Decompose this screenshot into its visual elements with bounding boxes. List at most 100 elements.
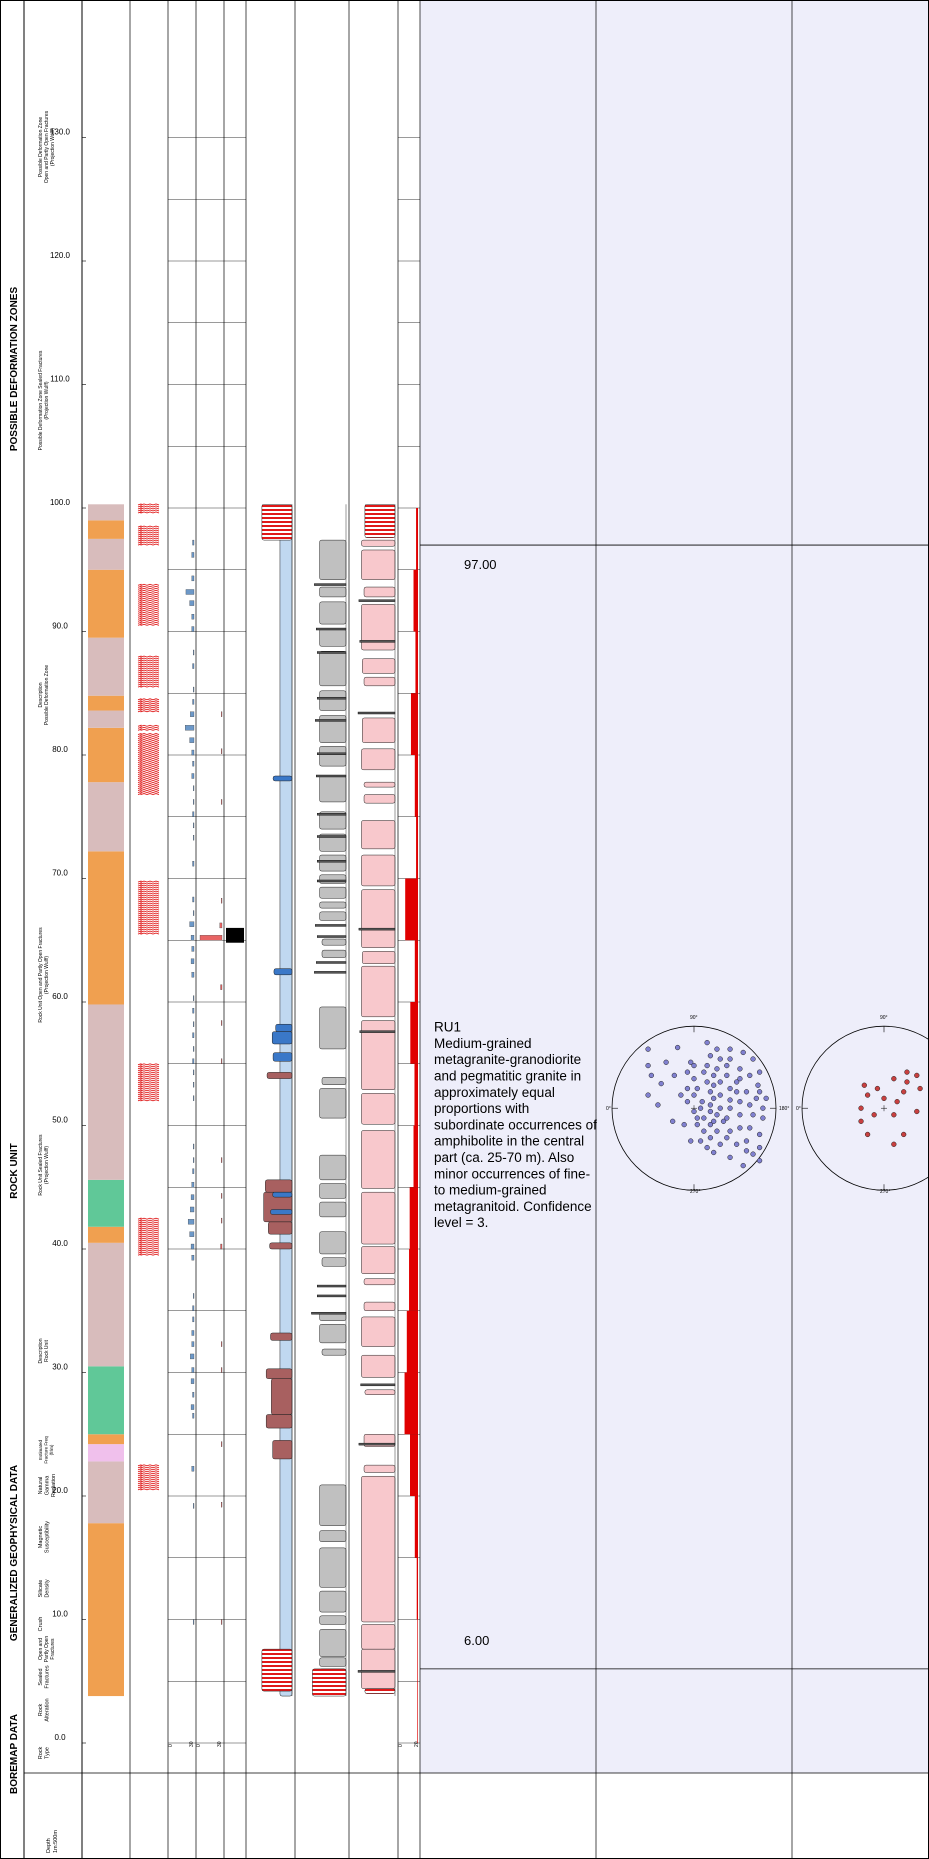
sealed-fracture-bar xyxy=(193,1293,195,1299)
sealed-fracture-bar xyxy=(189,1231,195,1237)
sealed-fracture-bar xyxy=(191,1254,195,1261)
alteration-interval xyxy=(137,1217,160,1256)
magnetic-spike xyxy=(316,961,347,964)
magnetic-block xyxy=(319,1484,347,1526)
stereonet-pole xyxy=(747,1102,753,1108)
sealed-fracture-bar xyxy=(193,1069,195,1076)
stereonet-pole xyxy=(901,1131,907,1138)
silicate-density-header: Silicate xyxy=(38,1580,44,1598)
alteration-hatch xyxy=(137,698,160,713)
rock-unit-description-line: level = 3. xyxy=(434,1215,488,1230)
rock-unit-sealed-stereonet-header: Rock Unit Sealed Fractures xyxy=(38,1134,44,1196)
stereonet-label-n: 0° xyxy=(796,1106,801,1112)
magnetic-block xyxy=(321,1257,347,1267)
stereonet-pole xyxy=(864,1131,871,1138)
silicate-density-block xyxy=(272,1440,293,1460)
stereonet-pole xyxy=(737,1099,743,1105)
fracture-frequency-bar xyxy=(416,816,418,879)
magnetic-block xyxy=(319,901,347,909)
sealed-fracture-bar xyxy=(192,896,195,903)
sealed-fracture-bar xyxy=(190,1206,195,1213)
stereonet-pole xyxy=(914,1072,920,1079)
stereonet-pole xyxy=(756,1089,763,1095)
sealed-fracture-bar xyxy=(192,699,195,705)
magnetic-block xyxy=(319,775,347,803)
sealed-fracture-bar xyxy=(192,760,195,767)
magnetic-spike xyxy=(317,752,347,755)
rock-type-interval xyxy=(88,1004,124,1180)
sealed-fracture-bar xyxy=(193,1021,195,1027)
magnetic-spike xyxy=(317,835,347,838)
stereonet-pole xyxy=(711,1149,717,1156)
open-fracture-bar xyxy=(221,1020,223,1026)
stereonet-pole xyxy=(717,1105,723,1111)
gamma-block xyxy=(361,604,396,651)
geophysical-data-panel xyxy=(261,137,420,1744)
alteration-interval xyxy=(137,525,160,546)
gamma-block xyxy=(361,1316,396,1347)
sealed-fracture-bar xyxy=(190,958,195,964)
stereonet-pole xyxy=(655,1102,661,1108)
sealed-fracture-bar xyxy=(185,725,195,731)
sealed-fracture-bar xyxy=(191,1466,195,1472)
stereonet-pole xyxy=(914,1108,920,1115)
open-fracture-bar xyxy=(220,1243,223,1250)
magnetic-spike xyxy=(314,971,347,974)
silicate-density-block xyxy=(268,1221,293,1235)
stereonet-pole xyxy=(645,1062,651,1069)
depth-tick-label: 80.0 xyxy=(52,745,68,754)
stereonet-pole xyxy=(707,1135,714,1141)
silicate-density-block xyxy=(270,1332,293,1341)
alteration-hatch xyxy=(137,583,160,626)
sealed-fracture-bar xyxy=(190,935,195,941)
stereonet-pole xyxy=(737,1076,743,1082)
magnetic-spike xyxy=(314,583,347,586)
silicate-density-block xyxy=(265,1368,293,1379)
alteration-interval xyxy=(137,655,160,688)
sealed-fracture-bar xyxy=(193,649,195,656)
alteration-hatch xyxy=(137,503,160,514)
stereonet-pole xyxy=(645,1046,651,1052)
sealed-fracture-bar xyxy=(191,614,195,620)
stereonet-label-w: 270° xyxy=(880,1189,890,1195)
section-title-geophysical: GENERALIZED GEOPHYSICAL DATA xyxy=(9,1465,20,1641)
open-fracture-bar xyxy=(221,748,223,754)
depth-tick-label: 120.0 xyxy=(50,251,71,260)
section-title-deformation: POSSIBLE DEFORMATION ZONES xyxy=(9,287,20,452)
magnetic-block xyxy=(319,1183,347,1199)
stereonet-pole xyxy=(763,1095,769,1102)
sealed-fracture-bar xyxy=(191,1341,195,1347)
stereonet-pole xyxy=(711,1072,717,1079)
silicate-density-block xyxy=(270,1209,293,1215)
rock-type-interval xyxy=(88,1434,124,1445)
magnetic-block xyxy=(319,651,347,687)
crush-header: Crush xyxy=(38,1617,44,1632)
rock-type-interval xyxy=(88,504,124,521)
gamma-block xyxy=(363,781,396,788)
sealed-fracture-bar xyxy=(189,737,195,743)
stereonet-pole xyxy=(750,1151,756,1157)
depth-tick-label: 130.0 xyxy=(50,128,71,137)
sealed-fractures-header: Fractures xyxy=(45,1665,51,1688)
magnetic-spike xyxy=(317,696,347,700)
stereonet-pole xyxy=(891,1076,897,1082)
sealed-fracture-bar xyxy=(193,686,195,693)
stereonet-pole xyxy=(701,1128,707,1134)
magnetic-block xyxy=(319,1088,347,1119)
alteration-interval xyxy=(137,583,160,626)
rock-type-interval xyxy=(88,782,124,852)
stereonet-pole xyxy=(711,1095,717,1102)
sealed-fracture-bar xyxy=(190,1243,195,1250)
rock-unit-description-line: subordinate occurrences of xyxy=(434,1117,597,1132)
depth-header-scale: 1m:500m xyxy=(53,1830,59,1853)
depth-tick-label: 60.0 xyxy=(52,992,68,1001)
rock-unit-description-line: RU1 xyxy=(434,1020,461,1035)
sealed-fracture-bar xyxy=(185,589,195,595)
fracture-frequency-bar xyxy=(413,1125,418,1188)
stereonet-pole xyxy=(701,1115,707,1121)
stereonet-pole xyxy=(714,1128,720,1134)
gamma-spike xyxy=(360,1383,396,1387)
gamma-block xyxy=(361,1093,396,1125)
magnetic-susceptibility-header: Magnetic xyxy=(38,1526,44,1549)
